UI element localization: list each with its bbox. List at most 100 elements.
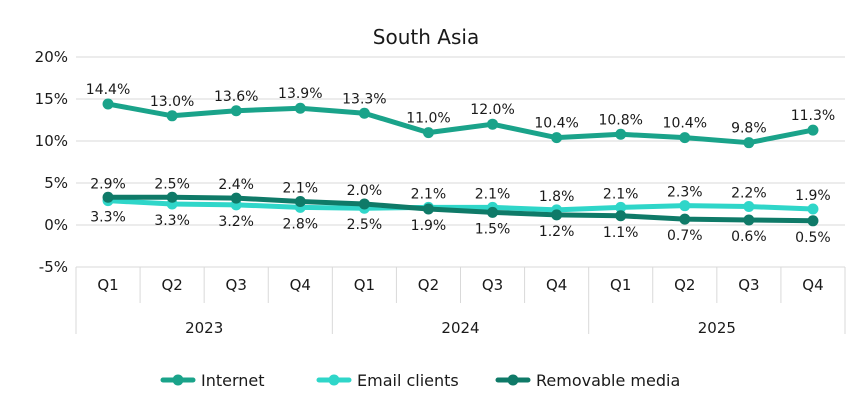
- data-label: 0.6%: [731, 229, 767, 245]
- data-label: 13.9%: [278, 86, 322, 102]
- legend: Internet Email clients Removable media: [160, 371, 680, 390]
- data-point: [230, 105, 242, 117]
- y-tick-label: 20%: [35, 48, 68, 66]
- data-label: 13.6%: [214, 89, 258, 105]
- x-tick-label: Q3: [226, 276, 247, 294]
- x-tick-label: Q2: [418, 276, 439, 294]
- data-point: [230, 192, 242, 204]
- x-tick-label: Q1: [610, 276, 631, 294]
- x-tick-label: Q4: [802, 276, 823, 294]
- x-tick-label: Q4: [546, 276, 567, 294]
- data-point: [807, 215, 819, 227]
- data-label: 0.5%: [795, 230, 831, 246]
- series-removable-media: [102, 191, 819, 227]
- data-label: 13.3%: [342, 91, 386, 107]
- data-label: 2.1%: [283, 180, 319, 196]
- data-label: 14.4%: [86, 82, 130, 98]
- series-line: [105, 194, 816, 224]
- y-tick-label: -5%: [39, 258, 68, 276]
- x-tick-label: Q3: [738, 276, 759, 294]
- x-tick-label: Q3: [482, 276, 503, 294]
- series-line: [105, 101, 816, 146]
- data-label: 2.1%: [603, 186, 639, 202]
- data-label: 10.4%: [534, 116, 578, 132]
- data-point: [102, 98, 114, 110]
- y-tick-label: 15%: [35, 90, 68, 108]
- x-group-label: 2024: [441, 319, 479, 337]
- data-label: 0.7%: [667, 228, 703, 244]
- data-label: 10.8%: [598, 112, 642, 128]
- data-label: 13.0%: [150, 94, 194, 110]
- data-label: 3.2%: [218, 214, 254, 230]
- data-point: [615, 210, 627, 222]
- legend-swatch-marker: [328, 374, 340, 386]
- data-label: 2.3%: [667, 185, 703, 201]
- y-tick-label: 5%: [44, 174, 68, 192]
- data-point: [102, 191, 114, 203]
- data-point: [743, 137, 755, 149]
- data-label: 1.8%: [539, 189, 575, 205]
- x-tick-label: Q1: [97, 276, 118, 294]
- data-point: [807, 203, 819, 215]
- series-layer: [102, 98, 819, 227]
- data-label: 2.1%: [475, 186, 511, 202]
- data-point: [487, 118, 499, 130]
- x-tick-label: Q4: [290, 276, 311, 294]
- data-point: [615, 201, 627, 213]
- legend-label: Internet: [201, 371, 265, 390]
- data-label: 1.1%: [603, 225, 639, 241]
- data-label: 12.0%: [470, 102, 514, 118]
- data-label: 2.2%: [731, 186, 767, 202]
- y-tick-label: 0%: [44, 216, 68, 234]
- data-point: [422, 203, 434, 215]
- data-label: 10.4%: [663, 116, 707, 132]
- data-point: [551, 209, 563, 221]
- legend-item: Removable media: [495, 371, 680, 390]
- data-point: [551, 132, 563, 144]
- data-label: 9.8%: [731, 121, 767, 137]
- x-tick-label: Q2: [674, 276, 695, 294]
- x-tick-label: Q1: [354, 276, 375, 294]
- data-label: 1.2%: [539, 224, 575, 240]
- data-point: [615, 128, 627, 140]
- data-point: [294, 102, 306, 114]
- data-label: 2.5%: [347, 217, 383, 233]
- data-point: [487, 206, 499, 218]
- data-point: [679, 200, 691, 212]
- data-label: 2.8%: [283, 216, 319, 232]
- data-label: 11.3%: [791, 108, 835, 124]
- legend-label: Email clients: [357, 371, 459, 390]
- data-point: [807, 124, 819, 136]
- legend-swatch-marker: [172, 374, 184, 386]
- x-tick-label: Q2: [161, 276, 182, 294]
- data-point: [422, 127, 434, 139]
- data-label: 2.4%: [218, 177, 254, 193]
- data-point: [294, 195, 306, 207]
- data-point: [166, 191, 178, 203]
- data-label: 2.0%: [347, 183, 383, 199]
- x-group-label: 2023: [185, 319, 223, 337]
- data-label: 2.1%: [411, 186, 447, 202]
- legend-label: Removable media: [536, 371, 680, 390]
- x-group-label: 2025: [698, 319, 736, 337]
- data-point: [358, 107, 370, 119]
- legend-swatch-marker: [507, 374, 519, 386]
- legend-item: Internet: [160, 371, 265, 390]
- data-point: [743, 214, 755, 226]
- data-label: 2.5%: [154, 176, 190, 192]
- data-point: [743, 201, 755, 213]
- data-label: 1.9%: [795, 188, 831, 204]
- data-label: 1.9%: [411, 218, 447, 234]
- y-tick-label: 10%: [35, 132, 68, 150]
- series-line: [105, 198, 816, 213]
- series-internet: [102, 98, 819, 149]
- data-point: [679, 213, 691, 225]
- gridlines: [76, 56, 845, 268]
- data-point: [679, 132, 691, 144]
- data-point: [358, 198, 370, 210]
- data-point: [166, 110, 178, 122]
- data-label: 2.9%: [90, 176, 126, 192]
- chart-title: South Asia: [373, 25, 479, 49]
- data-label: 3.3%: [154, 213, 190, 229]
